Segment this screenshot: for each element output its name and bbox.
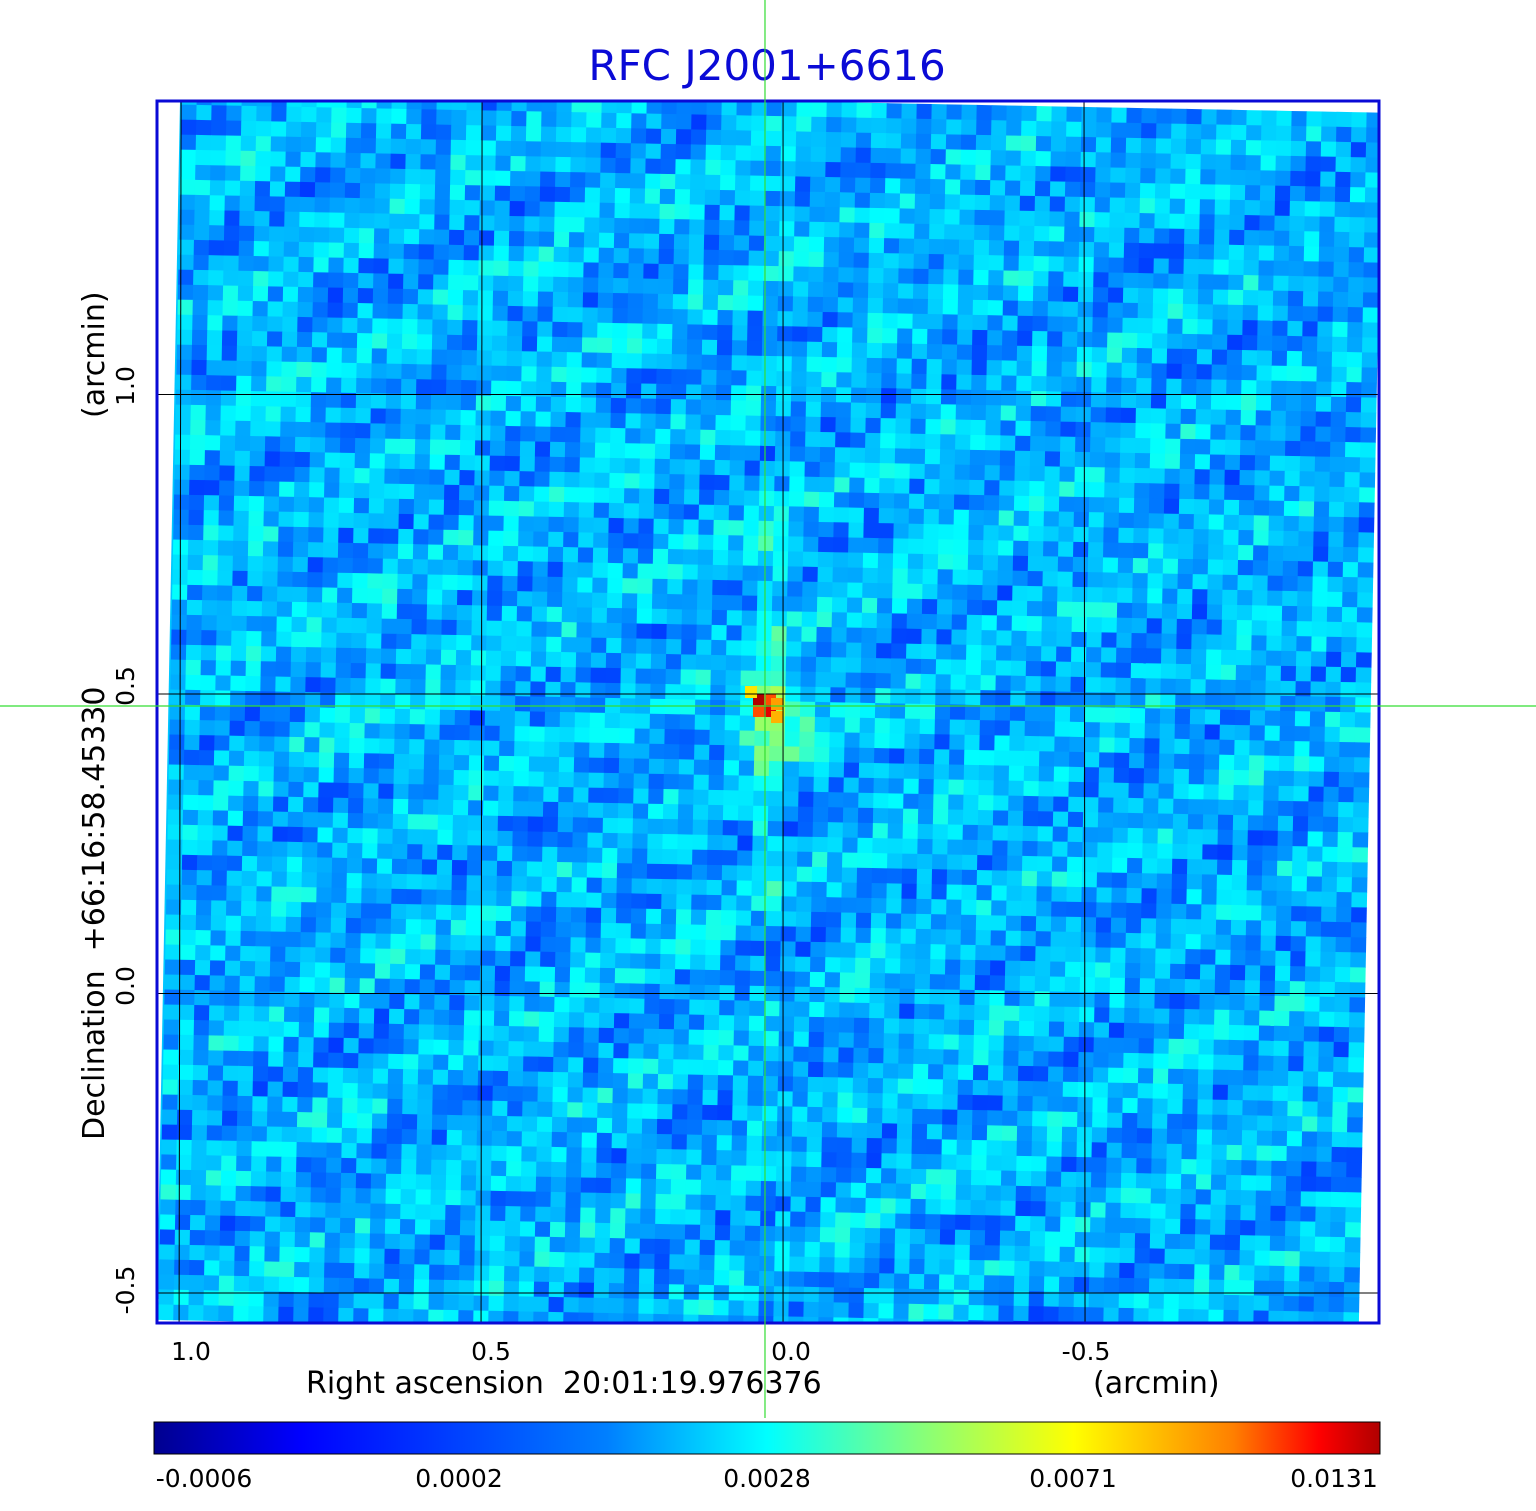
chart-title: RFC J2001+6616 xyxy=(588,41,945,90)
colorbar-tick-label: 0.0071 xyxy=(1029,1464,1116,1493)
source-pixel xyxy=(744,686,757,699)
x-axis-label: Right ascension 20:01:19.976376 xyxy=(306,1366,822,1401)
x-tick-label: -0.5 xyxy=(1062,1337,1111,1366)
y-tick-label: 0.0 xyxy=(111,966,140,1006)
x-tick-label: 1.0 xyxy=(171,1337,211,1366)
colorbar xyxy=(153,1421,1381,1455)
grid-line-x xyxy=(480,101,483,1323)
source-pixel xyxy=(752,705,765,718)
grid-line-x xyxy=(178,101,182,1323)
colorbar-tick-label: 0.0002 xyxy=(415,1464,502,1493)
x-axis-unit: (arcmin) xyxy=(1093,1366,1220,1401)
y-axis-label: Declination +66:16:58.45330 xyxy=(77,686,112,1140)
grid-line-x xyxy=(1083,101,1086,1323)
colorbar-tick-label: 0.0131 xyxy=(1290,1464,1377,1493)
source-pixel xyxy=(770,711,783,724)
x-tick-labels: 1.0 0.5 0.0 -0.5 xyxy=(171,1337,1110,1366)
y-tick-label: 0.5 xyxy=(111,666,140,706)
x-tick-label: 0.0 xyxy=(771,1337,811,1366)
y-tick-labels: 1.0 0.5 0.0 -0.5 xyxy=(111,366,140,1314)
colorbar-tick-label: 0.0028 xyxy=(723,1464,810,1493)
intensity-map xyxy=(157,101,1379,1323)
x-tick-label: 0.5 xyxy=(471,1337,511,1366)
y-tick-label: 1.0 xyxy=(111,366,140,406)
colorbar-tick-label: -0.0006 xyxy=(156,1464,253,1493)
colorbar-ticks: -0.0006 0.0002 0.0028 0.0071 0.0131 xyxy=(156,1464,1378,1493)
grid xyxy=(157,101,1379,1323)
y-tick-label: -0.5 xyxy=(111,1266,140,1315)
crosshair xyxy=(0,0,1536,1418)
plot-frame xyxy=(155,99,1381,1325)
source-pixel xyxy=(770,698,783,711)
y-axis-unit: (arcmin) xyxy=(77,291,112,418)
